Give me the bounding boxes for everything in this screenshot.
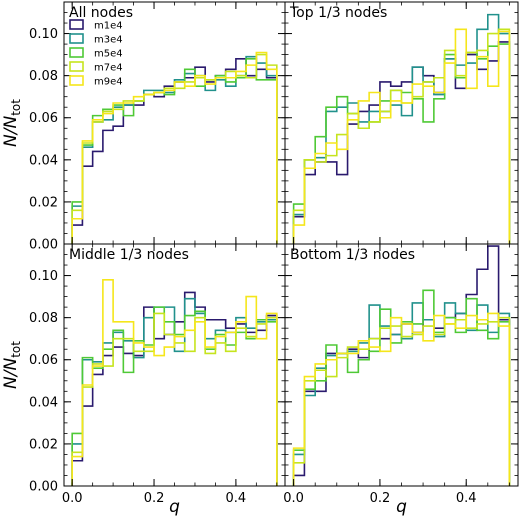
legend-label-m9e4: m9e4 bbox=[94, 77, 123, 88]
y-tick-label: 0.10 bbox=[29, 27, 58, 42]
panel-2: Top 1/3 nodes bbox=[284, 1, 519, 245]
y-tick-label: 0.00 bbox=[29, 480, 58, 495]
legend-swatch-m7e4 bbox=[69, 61, 84, 72]
legend-swatch-m9e4 bbox=[69, 75, 84, 86]
x-axis-label: q bbox=[169, 497, 180, 517]
y-tick-label: 0.02 bbox=[29, 195, 58, 210]
x-tick-label: 0.2 bbox=[370, 491, 391, 506]
panel-frame bbox=[284, 243, 519, 487]
y-tick-label: 0.04 bbox=[29, 395, 58, 410]
y-axis-label: N/Ntot bbox=[1, 341, 23, 389]
y-tick-label: 0.10 bbox=[29, 269, 58, 284]
legend-label-m5e4: m5e4 bbox=[94, 49, 123, 60]
x-tick-label: 0.4 bbox=[226, 491, 247, 506]
x-axis-label: q bbox=[396, 497, 407, 517]
panel-title: All nodes bbox=[69, 5, 133, 21]
legend-swatch-m1e4 bbox=[69, 19, 84, 30]
y-tick-label: 0.06 bbox=[29, 353, 58, 368]
x-tick-label: 0.4 bbox=[456, 491, 477, 506]
series-line-m9e4 bbox=[292, 28, 511, 244]
series-line-m9e4 bbox=[71, 278, 278, 486]
y-tick-label: 0.00 bbox=[29, 238, 58, 253]
panel-title: Middle 1/3 nodes bbox=[69, 247, 189, 263]
panel-title: Bottom 1/3 nodes bbox=[290, 247, 415, 263]
panels-layer: 0.00 0.02 0.04 0.06 0.08 0.10 All nodes Top 1/3… bbox=[29, 1, 519, 506]
x-tick-label: 0.0 bbox=[62, 491, 83, 506]
panel-3: 0.00 0.02 0.04 0.06 0.08 0.10 0.0 0.2 0.4 Middle … bbox=[29, 243, 286, 506]
y-tick-label: 0.06 bbox=[29, 111, 58, 126]
panel-frame bbox=[284, 1, 519, 245]
legend-label-m7e4: m7e4 bbox=[94, 63, 123, 74]
axis-labels: N/Ntot N/Ntot q q bbox=[1, 99, 407, 517]
x-tick-label: 0.2 bbox=[144, 491, 165, 506]
legend-label-m3e4: m3e4 bbox=[94, 35, 123, 46]
panel-1: 0.00 0.02 0.04 0.06 0.08 0.10 All nodes bbox=[29, 1, 286, 253]
legend-swatch-m3e4 bbox=[69, 33, 84, 44]
y-axis-label: N/Ntot bbox=[1, 99, 23, 147]
y-tick-label: 0.02 bbox=[29, 437, 58, 452]
x-tick-label: 0.0 bbox=[283, 491, 304, 506]
y-tick-label: 0.08 bbox=[29, 69, 58, 84]
y-tick-label: 0.08 bbox=[29, 311, 58, 326]
series-line-m9e4 bbox=[292, 312, 511, 486]
legend-label-m1e4: m1e4 bbox=[94, 21, 123, 32]
y-tick-label: 0.04 bbox=[29, 153, 58, 168]
panel-title: Top 1/3 nodes bbox=[289, 5, 387, 21]
series-line-m7e4 bbox=[292, 28, 511, 244]
legend: m1e4 m3e4 m5e4 m7e4 m9e4 bbox=[69, 19, 123, 88]
series-line-m9e4 bbox=[71, 51, 278, 244]
panel-frame bbox=[63, 243, 286, 487]
legend-swatch-m5e4 bbox=[69, 47, 84, 58]
panel-4: 0.0 0.2 0.4 Bottom 1/3 nodes bbox=[283, 243, 519, 506]
series-line-m7e4 bbox=[292, 316, 511, 486]
